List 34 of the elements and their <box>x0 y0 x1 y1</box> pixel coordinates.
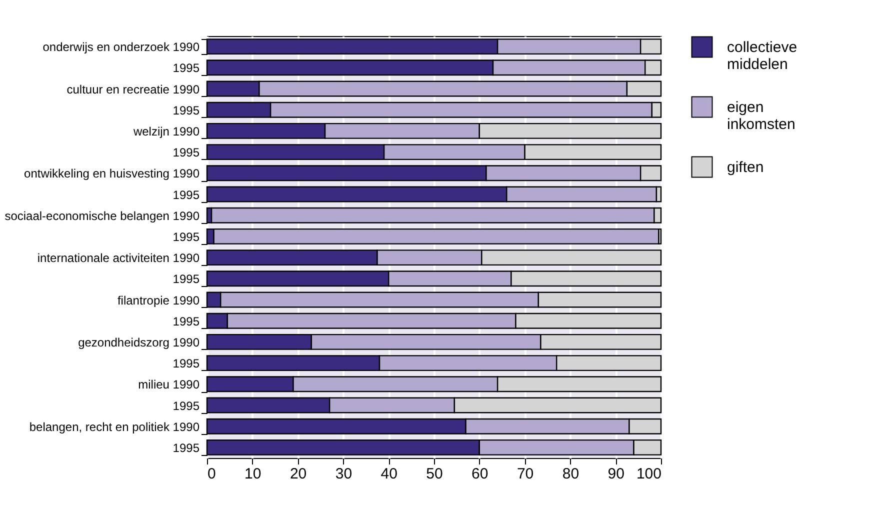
legend-label: eigen inkomsten <box>727 99 796 133</box>
y-tick-label: sociaal-economische belangen 1990 <box>4 208 200 223</box>
y-tick-label: 1995 <box>172 188 200 202</box>
y-tick-label: 1995 <box>172 314 200 328</box>
x-tick-label: 20 <box>290 466 307 482</box>
y-tick-label: 1995 <box>172 356 200 371</box>
y-tick-label: 1995 <box>172 398 200 413</box>
y-tick-label: onderwijs en onderzoek 1990 <box>42 40 200 54</box>
y-tick-label: 1995 <box>172 103 200 118</box>
y-tick-label: 1995 <box>172 440 200 455</box>
y-tick-label: 1995 <box>172 230 200 244</box>
y-tick-label: gezondheidszorg 1990 <box>78 335 200 350</box>
legend-label: giften <box>727 159 764 176</box>
x-tick-label: 0 <box>208 466 216 482</box>
x-tick-label: 90 <box>608 466 624 482</box>
x-tick-label: 10 <box>244 466 262 482</box>
y-tick-label: 1995 <box>172 272 200 286</box>
y-tick-label: filantropie 1990 <box>117 293 200 308</box>
y-tick-label: milieu 1990 <box>138 378 200 392</box>
x-tick-label: 80 <box>562 466 580 482</box>
x-tick-label: 40 <box>380 466 398 482</box>
legend-label: collectieve middelen <box>727 39 798 73</box>
y-tick-label: ontwikkeling en huisvesting 1990 <box>24 166 200 181</box>
x-tick-label: 60 <box>472 466 488 482</box>
y-tick-label: 1995 <box>172 146 200 160</box>
y-tick-label: internationale activiteiten 1990 <box>37 251 200 266</box>
x-tick-label: 50 <box>426 466 443 482</box>
y-tick-label: welzijn 1990 <box>132 124 200 138</box>
x-tick-label: 30 <box>335 466 352 482</box>
x-tick-label: 70 <box>516 466 534 482</box>
y-tick-label: 1995 <box>172 61 200 76</box>
y-tick-label: belangen, recht en politiek 1990 <box>29 420 200 434</box>
y-tick-label: cultuur en recreatie 1990 <box>66 82 200 96</box>
x-tick-label: 100 <box>636 466 662 482</box>
